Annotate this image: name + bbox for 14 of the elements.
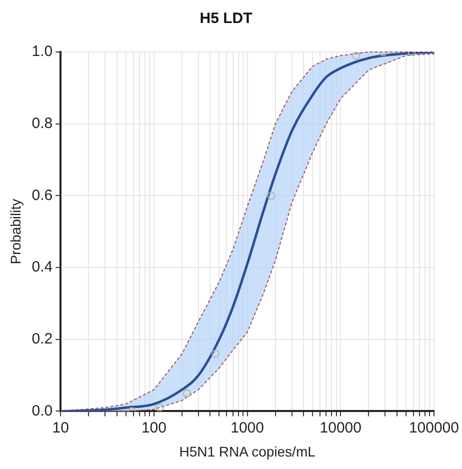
y-tick-label: 0.8 (32, 114, 53, 132)
x-tick-label: 10000 (320, 419, 362, 436)
y-tick-label: 1.0 (32, 43, 53, 60)
chart-title: H5 LDT (200, 10, 252, 28)
y-tick-label: 0.2 (32, 330, 53, 348)
y-tick-label: 0.6 (32, 186, 53, 204)
y-tick-label: 0.4 (32, 258, 53, 276)
y-tick-label: 0.0 (32, 402, 53, 420)
y-axis-title: Probability (7, 198, 24, 264)
x-axis-title: H5N1 RNA copies/mL (179, 443, 316, 460)
x-tick-label: 10 (52, 419, 69, 436)
x-tick-label: 100 (141, 419, 166, 436)
x-tick-label: 100000 (408, 419, 460, 436)
x-tick-label: 1000 (230, 419, 264, 436)
